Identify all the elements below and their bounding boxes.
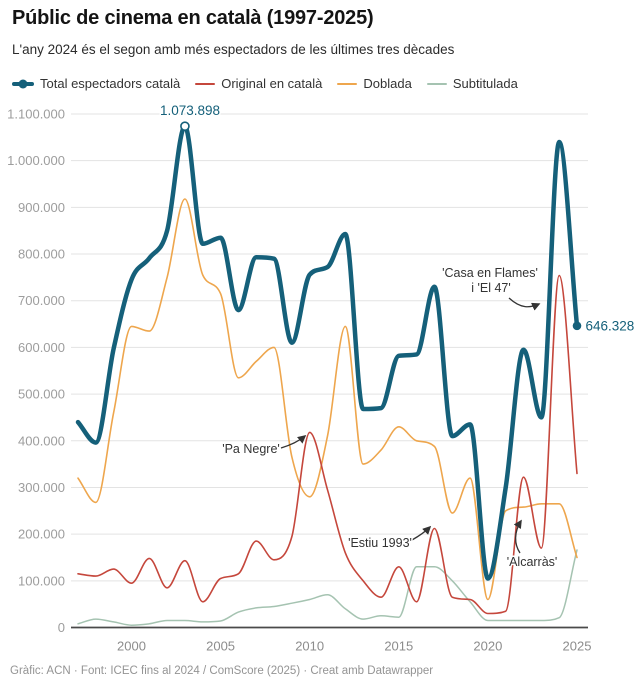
series-line-doblada <box>77 198 578 601</box>
legend-label-total: Total espectadors català <box>40 76 181 91</box>
annotation-alcarras: 'Alcarràs' <box>507 555 558 569</box>
y-tick-label: 1.000.000 <box>7 153 65 168</box>
page-title: Públic de cinema en català (1997-2025) <box>12 7 374 29</box>
x-tick-label: 2000 <box>117 639 146 654</box>
series-line-original <box>77 274 578 615</box>
y-tick-label: 1.100.000 <box>7 107 65 122</box>
arrow-pa-negre <box>280 434 307 449</box>
y-tick-label: 500.000 <box>18 387 65 402</box>
y-tick-label: 300.000 <box>18 480 65 495</box>
annotation-pa-negre: 'Pa Negre' <box>222 442 280 456</box>
original-line-swatch <box>195 82 216 85</box>
peak-value-label: 1.073.898 <box>160 103 220 118</box>
legend-item-subtitulada: Subtitulada <box>426 76 518 91</box>
doblada-line-swatch <box>337 82 358 85</box>
annotation-casa-en-flames-line2: i 'El 47' <box>471 281 511 295</box>
arrow-estiu-1993 <box>411 525 432 541</box>
annotation-casa-en-flames-line1: 'Casa en Flames' <box>442 266 538 280</box>
y-tick-label: 600.000 <box>18 340 65 355</box>
x-tick-label: 2020 <box>473 639 502 654</box>
peak-point-marker <box>180 121 190 131</box>
y-tick-label: 700.000 <box>18 293 65 308</box>
y-tick-label: 100.000 <box>18 573 65 588</box>
series-line-subtitulada <box>77 549 578 626</box>
y-tick-label: 0 <box>58 620 65 635</box>
total-line-swatch <box>12 79 34 88</box>
legend-item-total: Total espectadors català <box>12 76 180 91</box>
legend-label-original: Original en català <box>221 76 323 91</box>
x-tick-label: 2005 <box>206 639 235 654</box>
series-line-total <box>75 123 580 581</box>
x-tick-label: 2010 <box>295 639 324 654</box>
annotation-estiu-1993: 'Estiu 1993' <box>348 536 412 550</box>
legend: Total espectadors català Original en cat… <box>12 76 518 91</box>
arrow-casa-en-flames <box>508 297 541 311</box>
y-tick-label: 800.000 <box>18 247 65 262</box>
arrow-alcarras <box>513 519 522 554</box>
legend-label-doblada: Doblada <box>363 76 412 91</box>
chart-subtitle: L'any 2024 és el segon amb més espectado… <box>12 42 455 57</box>
end-point-marker <box>572 321 582 331</box>
x-tick-label: 2015 <box>384 639 413 654</box>
end-value-label: 646.328 <box>586 319 635 334</box>
legend-item-original: Original en català <box>195 76 322 91</box>
legend-label-subtitulada: Subtitulada <box>452 76 518 91</box>
chart-credit: Gràfic: ACN · Font: ICEC fins al 2024 / … <box>10 665 434 677</box>
total-dot-swatch <box>18 79 28 88</box>
x-tick-label: 2025 <box>563 639 592 654</box>
y-tick-label: 900.000 <box>18 200 65 215</box>
subtitulada-line-swatch <box>426 82 447 85</box>
legend-item-doblada: Doblada <box>337 76 412 91</box>
y-tick-label: 200.000 <box>18 527 65 542</box>
y-tick-label: 400.000 <box>18 433 65 448</box>
